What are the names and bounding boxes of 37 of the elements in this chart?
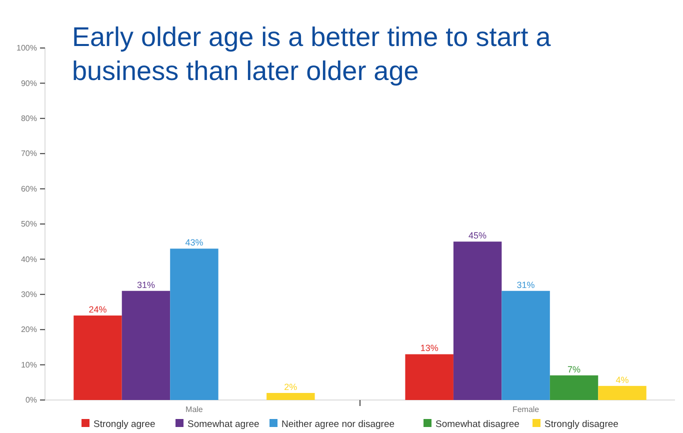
legend-label: Strongly disagree (544, 419, 618, 430)
legend-label: Strongly agree (94, 419, 156, 430)
x-tick-label: Male (186, 405, 204, 414)
bar (550, 375, 598, 400)
data-label: 24% (88, 304, 107, 315)
chart-title: Early older age is a better time to start a business than later older age (72, 22, 552, 86)
data-label: 31% (136, 280, 155, 290)
y-tick-label: 10% (20, 360, 37, 370)
y-tick-label: 20% (20, 325, 37, 334)
data-label: 45% (468, 230, 487, 241)
y-tick-label: 40% (20, 254, 37, 264)
legend-label: Somewhat agree (188, 419, 260, 430)
bar (453, 242, 502, 400)
y-tick-label: 30% (20, 290, 37, 299)
bar (266, 392, 315, 400)
y-tick-label: 90% (20, 78, 37, 88)
y-tick-label: 70% (20, 149, 37, 158)
bar (74, 316, 122, 400)
y-tick-label: 60% (20, 184, 37, 194)
bar (598, 386, 646, 400)
data-label: 31% (516, 280, 535, 290)
bar (502, 290, 550, 400)
legend-label: Somewhat disagree (436, 419, 520, 430)
y-tick-label: 50% (20, 220, 37, 229)
y-tick-label: 0% (25, 396, 37, 405)
bar (122, 290, 170, 400)
y-tick-label: 100% (16, 44, 37, 53)
data-label: 4% (616, 374, 629, 385)
legend-label: Neither agree nor disagree (282, 419, 395, 430)
data-label: 43% (185, 238, 204, 248)
bar (405, 354, 454, 400)
x-tick-label: Female (512, 405, 540, 414)
y-tick-label: 80% (20, 114, 37, 123)
bar (170, 248, 218, 400)
data-label: 2% (284, 382, 298, 392)
data-label: 13% (420, 343, 438, 354)
data-label: 7% (568, 364, 581, 374)
